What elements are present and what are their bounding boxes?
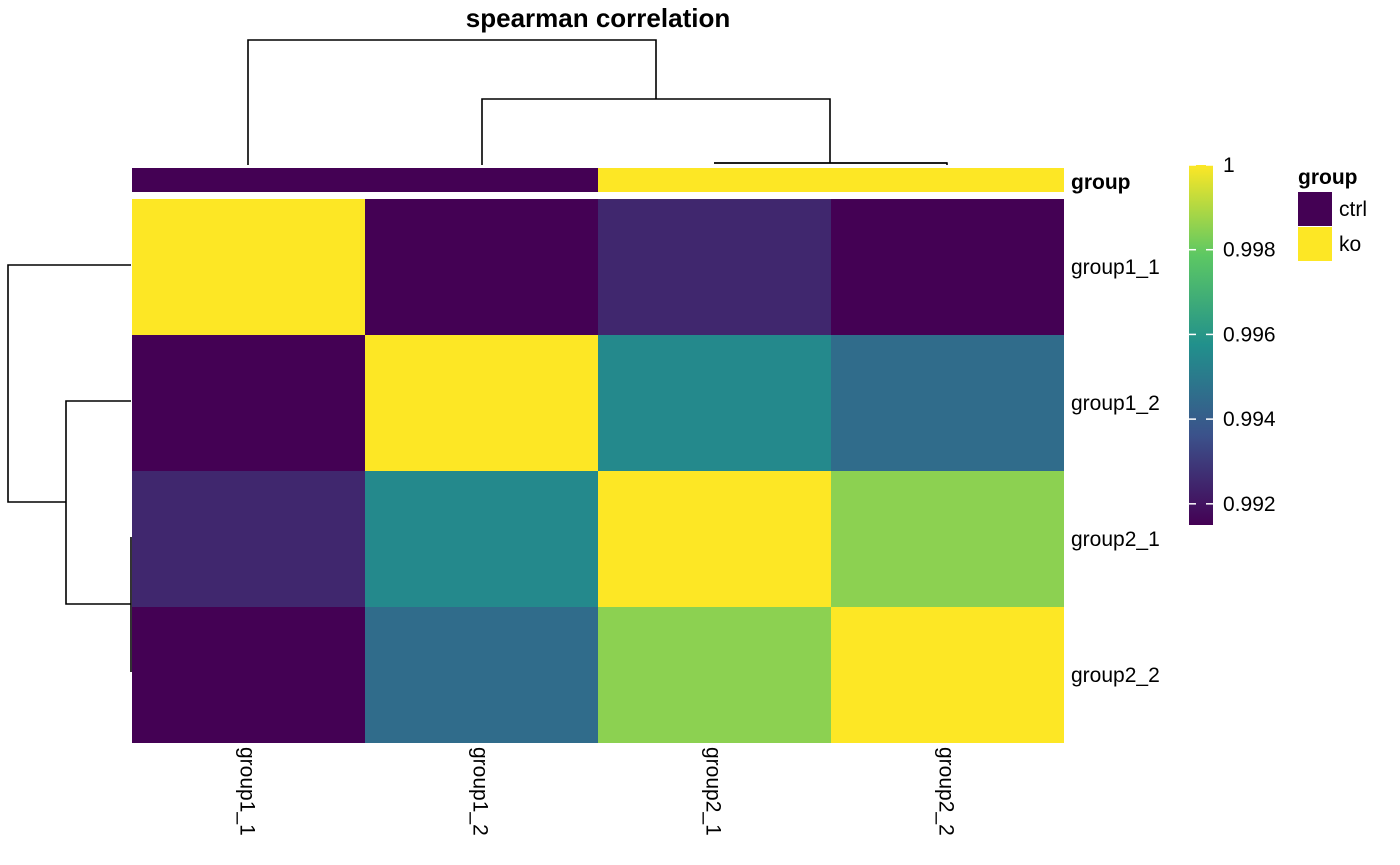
heatmap-cell-group1_2-group2_1 (598, 335, 831, 471)
heatmap-cell-group2_1-group2_2 (831, 471, 1064, 607)
legend-swatch-ctrl (1298, 192, 1332, 226)
row-label-group1_1: group1_1 (1071, 256, 1160, 279)
heatmap-cell-group2_2-group2_2 (831, 607, 1064, 743)
colorbar-tick-label: 0.992 (1223, 493, 1276, 516)
legend-swatch-ko (1298, 227, 1332, 261)
annotation-cell-group2_2 (831, 168, 1064, 192)
colorbar-tick-label: 0.996 (1223, 323, 1276, 346)
heatmap-cell-group1_2-group1_1 (132, 335, 365, 471)
annotation-cell-group2_1 (598, 168, 831, 192)
heatmap-cell-group1_2-group1_2 (365, 335, 598, 471)
colorbar-tick-label: 1 (1223, 154, 1235, 177)
column-label-group1_2: group1_2 (469, 747, 492, 836)
heatmap-cell-group1_1-group2_1 (598, 199, 831, 335)
row-dendrogram (7, 264, 132, 672)
heatmap-cells (132, 199, 1064, 743)
heatmap-cell-group2_1-group2_1 (598, 471, 831, 607)
heatmap-cell-group1_1-group1_1 (132, 199, 365, 335)
colorbar-ticks: 1 0.998 0.996 0.994 0.992 (1189, 154, 1276, 516)
heatmap-cell-group2_2-group2_1 (598, 607, 831, 743)
heatmap-cell-group1_2-group2_2 (831, 335, 1064, 471)
annotation-cell-group1_2 (365, 168, 598, 192)
legend-entries: ctrl ko (1298, 192, 1367, 261)
row-label-group2_2: group2_2 (1071, 664, 1160, 687)
chart-title: spearman correlation (466, 3, 730, 33)
column-label-group2_2: group2_2 (935, 747, 958, 836)
heatmap-cell-group2_2-group1_2 (365, 607, 598, 743)
colorbar-tick-label: 0.994 (1223, 408, 1276, 431)
column-label-group2_1: group2_1 (702, 747, 725, 836)
row-labels: group1_1 group1_2 group2_1 group2_2 (1071, 256, 1160, 687)
colorbar (1189, 165, 1213, 525)
annotation-cell-group1_1 (132, 168, 365, 192)
heatmap-cell-group2_2-group1_1 (132, 607, 365, 743)
heatmap-cell-group2_1-group1_1 (132, 471, 365, 607)
column-dendrogram (247, 39, 948, 165)
legend-label-ctrl: ctrl (1339, 198, 1367, 221)
colorbar-tick-label: 0.998 (1223, 239, 1276, 262)
legend-label-ko: ko (1339, 233, 1361, 256)
heatmap-cell-group1_1-group2_2 (831, 199, 1064, 335)
column-labels: group1_1 group1_2 group2_1 group2_2 (236, 747, 958, 836)
annotation-legend: group ctrl ko (1298, 166, 1367, 261)
legend-title: group (1298, 166, 1357, 189)
row-label-group2_1: group2_1 (1071, 528, 1160, 551)
annotation-row-label: group (1071, 171, 1130, 194)
column-label-group1_1: group1_1 (236, 747, 259, 836)
heatmap-cell-group1_1-group1_2 (365, 199, 598, 335)
group-annotation-bar (132, 168, 1064, 192)
row-label-group1_2: group1_2 (1071, 392, 1160, 415)
heatmap-cell-group2_1-group1_2 (365, 471, 598, 607)
